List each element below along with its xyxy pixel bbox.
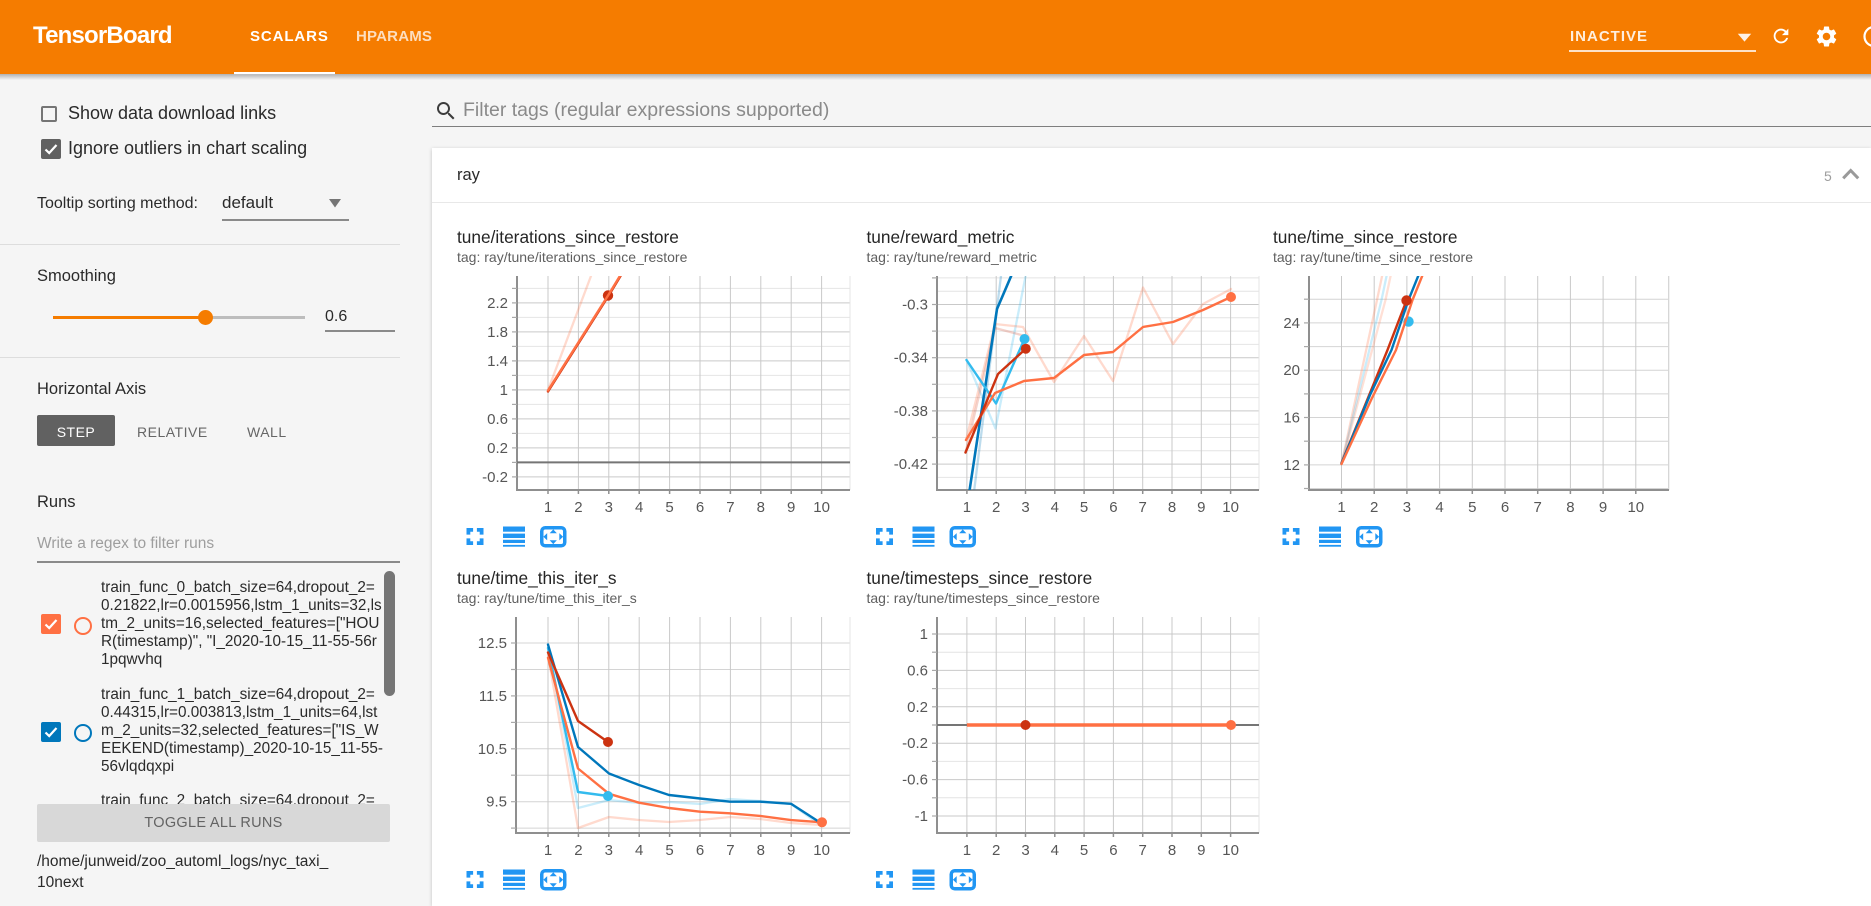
- svg-text:10: 10: [1222, 842, 1239, 859]
- svg-text:tag: ray/tune/reward_metric: tag: ray/tune/reward_metric: [867, 249, 1037, 265]
- svg-text:7: 7: [1534, 499, 1542, 516]
- svg-text:8: 8: [1168, 499, 1176, 516]
- svg-text:1: 1: [920, 626, 928, 643]
- svg-text:2: 2: [574, 499, 582, 516]
- svg-text:tune/timesteps_since_restore: tune/timesteps_since_restore: [867, 568, 1093, 588]
- svg-text:10.5: 10.5: [478, 741, 507, 758]
- svg-text:-0.42: -0.42: [894, 456, 928, 473]
- svg-text:10: 10: [1222, 499, 1239, 516]
- svg-text:0.6: 0.6: [487, 411, 508, 428]
- svg-text:tune/reward_metric: tune/reward_metric: [867, 227, 1015, 247]
- svg-text:1: 1: [500, 382, 508, 399]
- svg-text:tag: ray/tune/timesteps_since_: tag: ray/tune/timesteps_since_restore: [867, 590, 1101, 606]
- svg-text:5: 5: [1468, 499, 1476, 516]
- svg-text:2.2: 2.2: [487, 295, 508, 312]
- svg-text:9: 9: [1197, 499, 1205, 516]
- svg-text:1: 1: [1337, 499, 1345, 516]
- svg-text:2: 2: [1370, 499, 1378, 516]
- svg-text:tune/time_since_restore: tune/time_since_restore: [1273, 227, 1457, 247]
- svg-text:6: 6: [1109, 842, 1117, 859]
- svg-text:10: 10: [1627, 499, 1644, 516]
- svg-text:24: 24: [1283, 315, 1300, 332]
- svg-text:1.8: 1.8: [487, 324, 508, 341]
- svg-text:8: 8: [1168, 842, 1176, 859]
- svg-text:0.2: 0.2: [487, 440, 508, 457]
- svg-text:tune/time_this_iter_s: tune/time_this_iter_s: [457, 568, 617, 588]
- svg-text:3: 3: [605, 842, 613, 859]
- svg-text:tag: ray/tune/time_this_iter_s: tag: ray/tune/time_this_iter_s: [457, 590, 637, 606]
- svg-text:-0.3: -0.3: [902, 297, 928, 314]
- svg-text:3: 3: [1403, 499, 1411, 516]
- svg-text:1: 1: [544, 499, 552, 516]
- svg-text:10: 10: [813, 842, 830, 859]
- svg-text:2: 2: [574, 842, 582, 859]
- svg-text:-0.34: -0.34: [894, 350, 928, 367]
- svg-text:5: 5: [1080, 842, 1088, 859]
- svg-text:12.5: 12.5: [478, 635, 507, 652]
- svg-text:20: 20: [1283, 362, 1300, 379]
- svg-text:5: 5: [1080, 499, 1088, 516]
- svg-text:7: 7: [1139, 842, 1147, 859]
- svg-text:4: 4: [1051, 842, 1059, 859]
- svg-text:tag: ray/tune/time_since_resto: tag: ray/tune/time_since_restore: [1273, 249, 1473, 265]
- svg-text:4: 4: [1435, 499, 1443, 516]
- svg-text:4: 4: [635, 499, 643, 516]
- svg-text:4: 4: [635, 842, 643, 859]
- svg-text:1: 1: [963, 842, 971, 859]
- svg-text:6: 6: [696, 842, 704, 859]
- svg-text:2: 2: [992, 499, 1000, 516]
- svg-text:6: 6: [696, 499, 704, 516]
- svg-text:4: 4: [1051, 499, 1059, 516]
- svg-text:1.4: 1.4: [487, 353, 508, 370]
- svg-text:9: 9: [1197, 842, 1205, 859]
- svg-text:9: 9: [787, 499, 795, 516]
- svg-text:6: 6: [1109, 499, 1117, 516]
- svg-text:2: 2: [992, 842, 1000, 859]
- svg-text:-1: -1: [915, 808, 928, 825]
- svg-text:tag: ray/tune/iterations_since: tag: ray/tune/iterations_since_restore: [457, 249, 688, 265]
- svg-text:8: 8: [757, 499, 765, 516]
- svg-text:6: 6: [1501, 499, 1509, 516]
- svg-text:7: 7: [726, 499, 734, 516]
- svg-text:8: 8: [1566, 499, 1574, 516]
- svg-text:8: 8: [757, 842, 765, 859]
- svg-text:-0.6: -0.6: [902, 772, 928, 789]
- svg-text:3: 3: [605, 499, 613, 516]
- svg-text:-0.38: -0.38: [894, 403, 928, 420]
- svg-text:10: 10: [813, 499, 830, 516]
- svg-text:1: 1: [963, 499, 971, 516]
- svg-text:12: 12: [1283, 457, 1300, 474]
- svg-text:7: 7: [726, 842, 734, 859]
- svg-text:3: 3: [1021, 499, 1029, 516]
- svg-text:-0.2: -0.2: [902, 735, 928, 752]
- svg-text:9.5: 9.5: [486, 794, 507, 811]
- svg-text:9: 9: [787, 842, 795, 859]
- svg-text:0.2: 0.2: [907, 699, 928, 716]
- svg-text:0.6: 0.6: [907, 662, 928, 679]
- svg-text:7: 7: [1139, 499, 1147, 516]
- svg-text:5: 5: [665, 842, 673, 859]
- svg-text:tune/iterations_since_restore: tune/iterations_since_restore: [457, 227, 679, 247]
- svg-text:11.5: 11.5: [479, 688, 507, 705]
- svg-text:1: 1: [544, 842, 552, 859]
- svg-text:5: 5: [665, 499, 673, 516]
- svg-text:16: 16: [1283, 410, 1300, 427]
- svg-text:9: 9: [1599, 499, 1607, 516]
- svg-text:3: 3: [1021, 842, 1029, 859]
- svg-text:-0.2: -0.2: [482, 469, 508, 486]
